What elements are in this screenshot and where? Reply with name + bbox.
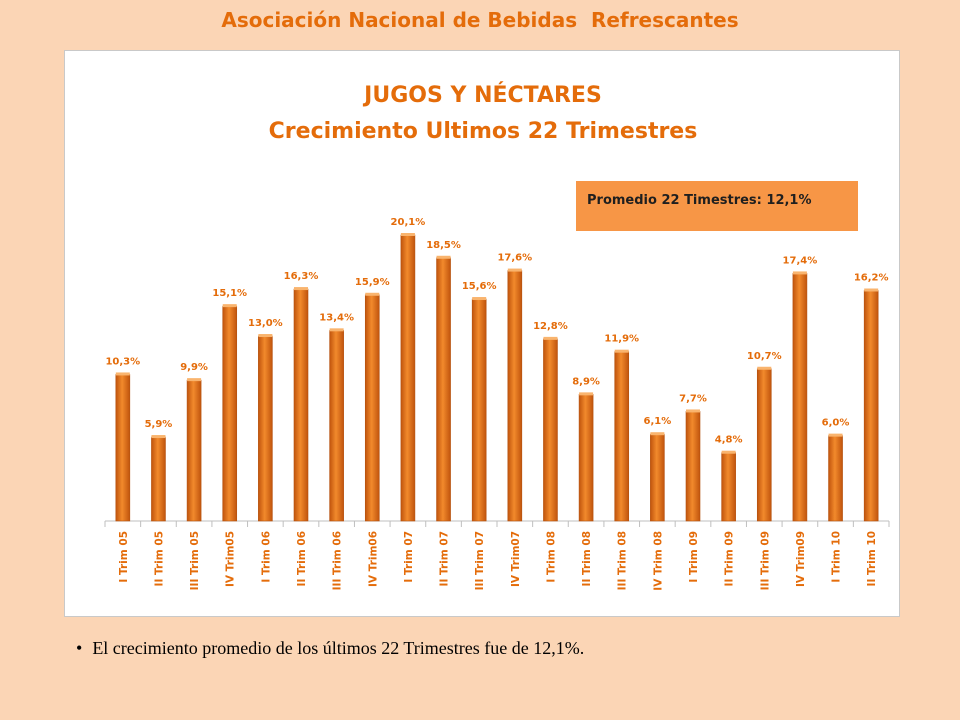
bar-cap — [650, 432, 665, 436]
bar-cap — [828, 433, 843, 437]
x-tick-label: I Trim 06 — [260, 531, 272, 583]
x-tick-label: II Trim 10 — [866, 531, 878, 586]
bar — [258, 335, 273, 522]
bar-cap — [721, 450, 736, 454]
chart-subtitle: Crecimiento Ultimos 22 Trimestres — [268, 119, 698, 144]
data-label: 4,8% — [715, 435, 743, 446]
bar — [792, 273, 808, 522]
x-tick-label: II Trim 06 — [296, 531, 308, 586]
bar — [364, 294, 380, 522]
x-tick-label: I Trim 10 — [831, 531, 843, 583]
data-label: 16,3% — [284, 271, 319, 282]
bar-cap — [400, 233, 415, 236]
x-tick-label: II Trim 07 — [439, 531, 451, 586]
footnote-text: El crecimiento promedio de los últimos 2… — [92, 638, 585, 658]
bar — [650, 433, 665, 522]
x-tick-label: III Trim 06 — [332, 531, 344, 590]
average-value: 12,1% — [766, 193, 812, 208]
bar — [756, 368, 772, 522]
x-tick-label: III Trim 09 — [759, 531, 771, 590]
data-label: 15,1% — [212, 288, 247, 299]
data-label: 17,6% — [497, 253, 532, 264]
x-tick-label: IV Trim05 — [225, 531, 237, 587]
bar — [507, 270, 523, 522]
bar-cap — [294, 287, 308, 291]
data-label: 11,9% — [604, 334, 639, 345]
data-label: 13,0% — [248, 318, 283, 329]
bar-cap — [151, 435, 166, 439]
bar — [721, 452, 736, 522]
data-label: 15,9% — [355, 277, 390, 288]
data-label: 9,9% — [180, 362, 208, 373]
data-label: 6,1% — [643, 416, 671, 427]
bar — [436, 257, 451, 522]
bar-cap — [258, 334, 273, 338]
bar-cap — [864, 288, 879, 292]
x-tick-label: II Trim 09 — [724, 531, 736, 586]
x-tick-label: IV Trim 08 — [652, 531, 664, 591]
bar-cap — [543, 336, 558, 340]
data-label: 8,9% — [572, 376, 600, 387]
x-tick-label: IV Trim09 — [795, 531, 807, 587]
x-tick-label: III Trim 05 — [189, 531, 201, 590]
bar-cap — [507, 268, 522, 272]
footnote: • El crecimiento promedio de los últimos … — [76, 638, 584, 659]
bar — [293, 288, 309, 522]
bar-cap — [472, 297, 487, 301]
data-label: 10,3% — [105, 356, 140, 367]
bar — [151, 436, 166, 522]
bar-cap — [187, 378, 202, 382]
x-tick-label: I Trim 05 — [118, 531, 130, 583]
bar-cap — [222, 304, 237, 308]
bar — [115, 374, 131, 522]
bar-cap — [757, 366, 772, 370]
bar-cap — [436, 255, 451, 259]
bar — [685, 411, 701, 522]
data-label: 15,6% — [462, 281, 497, 292]
bar-cap — [792, 271, 807, 275]
bullet-icon: • — [76, 638, 83, 658]
bar — [578, 394, 594, 522]
bar — [471, 298, 487, 522]
data-label: 5,9% — [145, 419, 173, 430]
x-tick-label: IV Trim07 — [510, 531, 522, 587]
x-tick-label: IV Trim06 — [367, 531, 379, 587]
bar — [329, 330, 344, 522]
data-label: 20,1% — [391, 217, 426, 228]
bar-cap — [329, 328, 344, 332]
x-tick-label: III Trim 08 — [617, 531, 629, 590]
average-box: Promedio 22 Timestres: 12,1% — [576, 181, 858, 231]
page-title: Asociación Nacional de Bebidas Refrescan… — [221, 8, 739, 32]
data-label: 18,5% — [426, 240, 461, 251]
x-tick-label: I Trim 09 — [688, 531, 700, 583]
bar — [828, 435, 843, 522]
bar — [614, 351, 630, 522]
bar-cap — [365, 292, 380, 296]
bar-cap — [115, 372, 130, 376]
average-label: Promedio 22 Timestres: — [587, 193, 767, 208]
bar — [543, 338, 558, 522]
bar — [186, 379, 202, 522]
bar — [863, 290, 879, 522]
data-label: 7,7% — [679, 393, 707, 404]
bar — [400, 234, 416, 522]
bar-cap — [579, 392, 594, 396]
data-label: 16,2% — [854, 272, 889, 283]
x-tick-label: III Trim 07 — [474, 531, 486, 590]
data-label: 10,7% — [747, 351, 782, 362]
bar-chart: 10,3% I Trim 05 5,9% II Trim 05 9,9% III Trim… — [104, 217, 890, 591]
data-label: 13,4% — [319, 312, 354, 323]
x-tick-label: II Trim 08 — [581, 531, 593, 586]
bar — [222, 305, 238, 522]
bar-cap — [614, 349, 629, 353]
data-label: 6,0% — [822, 418, 850, 429]
chart-panel: JUGOS Y NÉCTARES Crecimiento Ultimos 22 … — [64, 50, 900, 617]
bar-cap — [686, 409, 700, 413]
data-label: 12,8% — [533, 321, 568, 332]
chart-title: JUGOS Y NÉCTARES — [364, 83, 602, 108]
x-tick-label: I Trim 07 — [403, 531, 415, 583]
x-tick-label: II Trim 05 — [153, 531, 165, 586]
x-tick-label: I Trim 08 — [545, 531, 557, 583]
data-label: 17,4% — [783, 255, 818, 266]
